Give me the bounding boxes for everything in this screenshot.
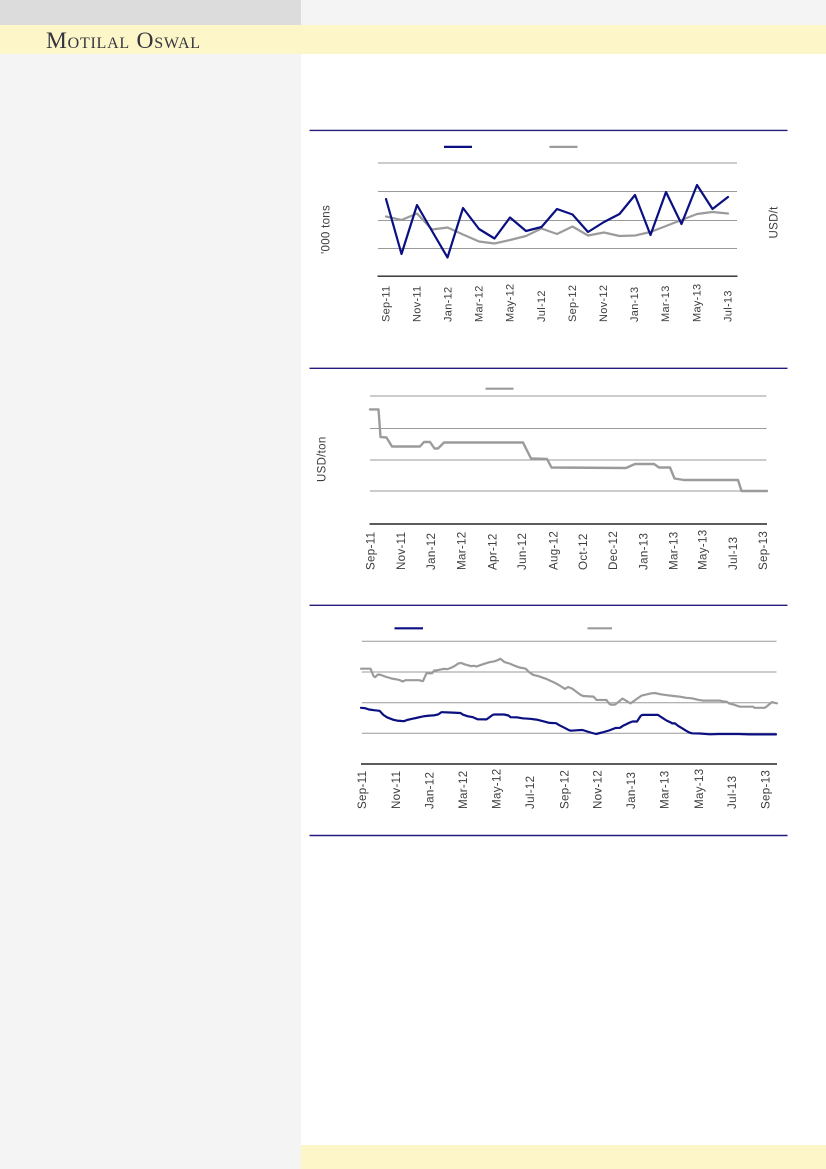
svg-text:May-13: May-13 xyxy=(696,530,709,570)
svg-text:Nov-11: Nov-11 xyxy=(395,532,408,570)
svg-text:Nov-12: Nov-12 xyxy=(592,770,605,809)
svg-text:Jul-13: Jul-13 xyxy=(722,290,734,322)
svg-text:Sep-12: Sep-12 xyxy=(567,285,579,322)
svg-text:Mar-13: Mar-13 xyxy=(660,285,672,322)
svg-text:Sep-12: Sep-12 xyxy=(559,770,572,809)
svg-text:May-12: May-12 xyxy=(491,769,504,809)
svg-text:Aug-12: Aug-12 xyxy=(547,531,560,570)
svg-text:Jan-12: Jan-12 xyxy=(443,287,455,322)
svg-text:Mar-12: Mar-12 xyxy=(456,531,469,570)
svg-text:Jan-13: Jan-13 xyxy=(629,287,641,322)
svg-text:May-13: May-13 xyxy=(691,284,703,322)
svg-text:USD/t: USD/t xyxy=(769,206,781,239)
svg-text:Sep-11: Sep-11 xyxy=(365,532,378,570)
svg-text:Sep-11: Sep-11 xyxy=(356,771,369,809)
svg-text:Mar-12: Mar-12 xyxy=(457,770,470,809)
svg-text:Oct-12: Oct-12 xyxy=(577,533,590,570)
svg-text:Jul-12: Jul-12 xyxy=(536,290,548,322)
svg-text:Apr-12: Apr-12 xyxy=(487,533,500,570)
svg-text:Mar-13: Mar-13 xyxy=(667,531,680,570)
svg-text:Nov-11: Nov-11 xyxy=(411,286,423,322)
svg-text:Jan-12: Jan-12 xyxy=(425,533,438,570)
svg-text:Sep-11: Sep-11 xyxy=(380,286,392,322)
svg-text:May-12: May-12 xyxy=(505,284,517,322)
svg-text:'000 tons: '000 tons xyxy=(321,205,333,254)
svg-text:Jan-13: Jan-13 xyxy=(625,772,638,809)
svg-text:Nov-12: Nov-12 xyxy=(598,285,610,322)
svg-text:Sep-13: Sep-13 xyxy=(760,770,773,809)
svg-text:Jan-12: Jan-12 xyxy=(423,772,436,809)
svg-text:Jul-13: Jul-13 xyxy=(727,537,740,570)
svg-text:Mar-13: Mar-13 xyxy=(658,770,671,809)
svg-text:Nov-11: Nov-11 xyxy=(390,771,403,809)
svg-text:USD/ton: USD/ton xyxy=(317,436,329,482)
svg-text:Jun-12: Jun-12 xyxy=(516,533,529,570)
svg-text:May-13: May-13 xyxy=(693,769,706,809)
svg-text:Jan-13: Jan-13 xyxy=(637,533,650,570)
svg-text:Sep-13: Sep-13 xyxy=(757,531,770,570)
svg-text:Mar-12: Mar-12 xyxy=(474,285,486,322)
svg-text:Jul-13: Jul-13 xyxy=(726,776,739,809)
svg-text:Jul-12: Jul-12 xyxy=(524,776,537,809)
svg-text:Dec-12: Dec-12 xyxy=(607,531,620,570)
